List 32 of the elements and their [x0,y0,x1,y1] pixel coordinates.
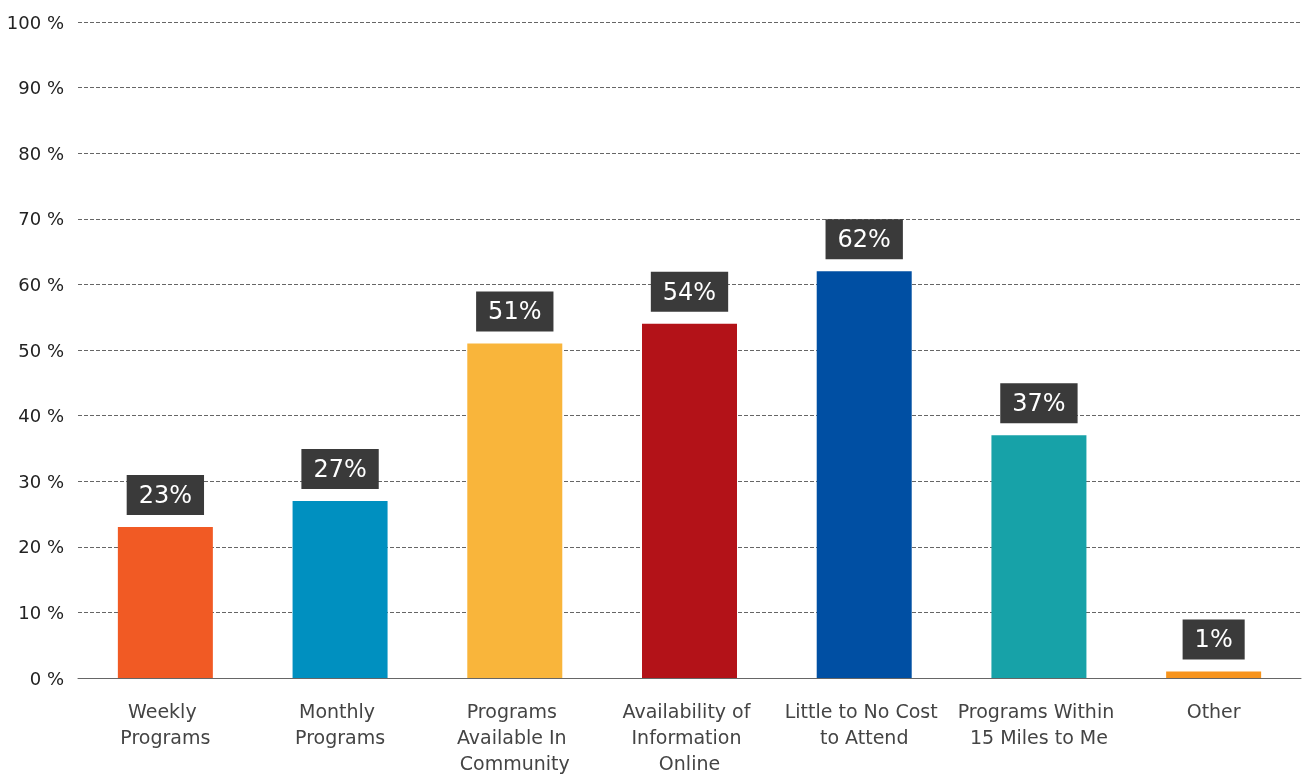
y-tick-label: 80 % [18,142,64,164]
x-tick-label: Availability of Information Online [622,700,757,774]
y-tick-label: 60 % [18,273,64,295]
y-tick-label: 10 % [18,601,64,623]
bar [117,527,213,678]
bar [642,323,737,678]
y-tick-label: 90 % [18,77,64,99]
x-tick-label: Little to No Cost to Attend [784,700,944,748]
y-tick-label: 30 % [18,470,64,492]
data-label: 27% [313,454,367,483]
x-tick-label: Other [1186,700,1241,722]
x-tick-label: Monthly Programs [295,700,386,748]
y-tick-label: 40 % [18,405,64,427]
data-label: 1% [1194,625,1233,654]
y-tick-label: 100 % [6,11,64,33]
bar [991,435,1087,678]
x-tick-label: Weekly Programs [120,700,211,748]
data-label: 23% [138,481,193,510]
data-label: 62% [837,225,891,254]
bar [292,500,388,678]
bar [816,271,912,678]
x-tick-label: Programs Available In Community [456,700,573,774]
y-tick-label: 20 % [18,536,64,558]
y-tick-label: 50 % [18,339,64,361]
bar [1166,671,1262,678]
data-label: 51% [488,297,542,326]
y-tick-label: 70 % [18,208,64,230]
data-label: 37% [1012,389,1066,418]
x-tick-label: Programs Within 15 Miles to Me [957,700,1121,748]
bar [467,343,563,678]
y-tick-label: 0 % [29,667,64,689]
data-label: 54% [662,277,717,306]
